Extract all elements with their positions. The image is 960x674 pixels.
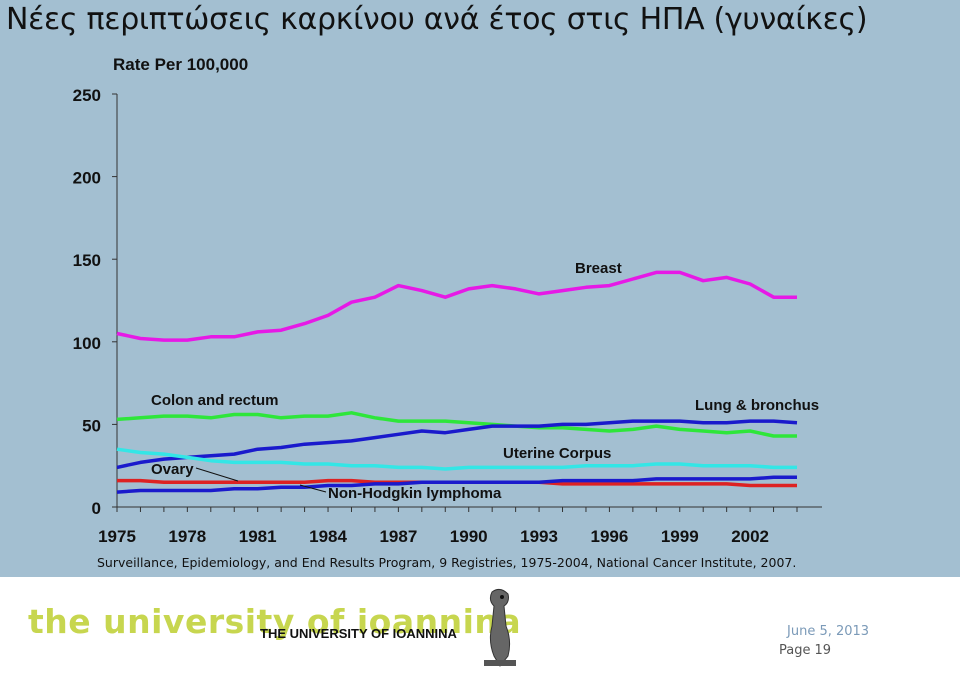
label-nhl: Non-Hodgkin lymphoma: [328, 485, 502, 502]
nhl-leader-line: [299, 484, 327, 493]
series-line-non-hodgkin-lymphoma: [116, 475, 797, 494]
x-tick-label: 2002: [731, 527, 769, 546]
x-tick-label: 1996: [590, 527, 628, 546]
line-chart: 0 50 100 150 200 250 1975 1978 1981 1984 1987 1990 1…: [73, 55, 822, 546]
x-tick-label: 1975: [98, 527, 136, 546]
y-tick-label: 250: [73, 86, 101, 105]
series-line-colon-and-rectum: [116, 411, 797, 438]
owl-emblem-icon: [484, 588, 516, 667]
source-citation: Surveillance, Epidemiology, and End Resu…: [97, 555, 797, 570]
series-line-breast: [116, 270, 797, 342]
series-line-lung-bronchus: [116, 419, 798, 470]
label-lung-bronchus: Lung & bronchus: [695, 397, 819, 414]
label-uterine-corpus: Uterine Corpus: [503, 445, 611, 462]
x-tick-label: 1999: [661, 527, 699, 546]
x-tick-label: 1981: [239, 527, 277, 546]
y-tick-label: 200: [73, 169, 101, 188]
y-tick-label: 0: [92, 499, 101, 518]
label-breast: Breast: [575, 260, 622, 277]
university-logo-text: the university of ioannina: [28, 602, 522, 641]
page-number-value: 19: [814, 643, 832, 658]
y-tick-label: 50: [82, 416, 101, 435]
x-tick-label: 1987: [379, 527, 417, 546]
y-tick-label: 150: [73, 251, 101, 270]
series-line-uterine-corpus: [116, 447, 797, 471]
ovary-leader-line: [195, 467, 239, 482]
label-ovary: Ovary: [151, 461, 194, 478]
slide-date: June 5, 2013: [787, 624, 870, 639]
label-colon-rectum: Colon and rectum: [151, 392, 279, 409]
x-tick-label: 1990: [450, 527, 488, 546]
y-axis-label: Rate Per 100,000: [113, 55, 248, 74]
university-name: THE UNIVERSITY OF IOANNINA: [260, 626, 457, 641]
page-number: Page 19: [779, 643, 831, 658]
slide-title: Νέες περιπτώσεις καρκίνου ανά έτος στις …: [6, 2, 868, 37]
y-tick-label: 100: [73, 334, 101, 353]
x-tick-label: 1978: [168, 527, 206, 546]
footer-band: [0, 577, 960, 674]
page-label: Page: [779, 643, 811, 658]
x-tick-label: 1984: [309, 527, 347, 546]
x-tick-label: 1993: [520, 527, 558, 546]
